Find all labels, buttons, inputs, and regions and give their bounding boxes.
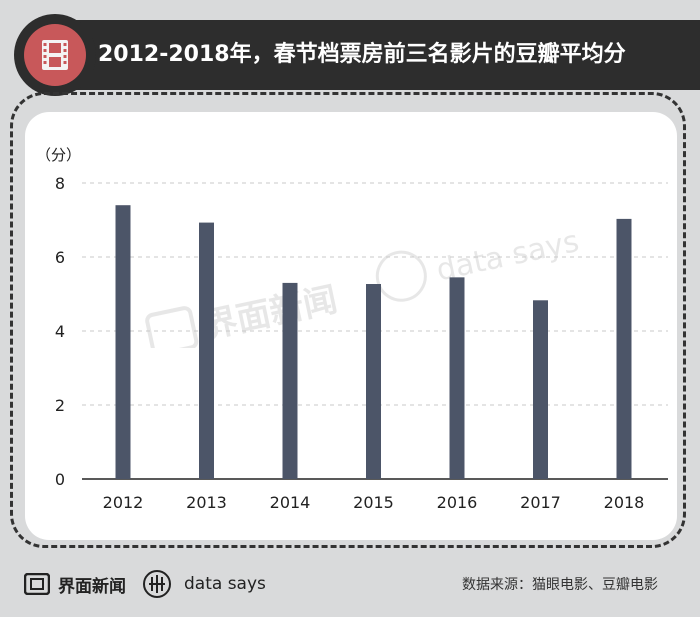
- y-tick-label: 6: [55, 248, 65, 267]
- bar-2012: [115, 205, 131, 479]
- bar-2018: [616, 218, 632, 479]
- x-tick-label: 2012: [103, 493, 144, 512]
- footer-tag: data says: [184, 574, 266, 594]
- data-source: 数据来源：猫眼电影、豆瓣电影: [462, 577, 658, 593]
- watermark-tag-icon: [375, 250, 427, 302]
- y-tick-label: 2: [55, 396, 65, 415]
- x-tick-label: 2014: [270, 493, 311, 512]
- jiemian-logo-icon: [24, 573, 50, 595]
- y-tick-label: 4: [55, 322, 65, 341]
- x-tick-label: 2017: [520, 493, 561, 512]
- watermark-logo-icon: [145, 306, 199, 348]
- y-tick-label: 0: [55, 470, 65, 489]
- chart-title: 2012-2018年，春节档票房前三名影片的豆瓣平均分: [98, 42, 626, 67]
- x-tick-label: 2013: [186, 493, 227, 512]
- film-strip-icon: [42, 40, 68, 70]
- bar-2016: [449, 277, 465, 479]
- dashed-frame: [10, 92, 686, 548]
- bar-2017: [533, 300, 548, 479]
- bar-2013: [199, 222, 214, 479]
- y-tick-label: 8: [55, 174, 65, 193]
- header-bar: [42, 20, 700, 90]
- watermark: 界面新闻 data says: [145, 228, 582, 348]
- footer-brand: 界面新闻: [58, 576, 126, 597]
- bar-2015: [366, 284, 381, 479]
- y-axis-label: （分）: [36, 146, 81, 164]
- x-tick-label: 2016: [437, 493, 478, 512]
- data-says-logo-icon: [143, 570, 171, 598]
- footer-brand-group: 界面新闻 data says: [24, 568, 266, 600]
- x-tick-label: 2018: [604, 493, 645, 512]
- bar-2014: [282, 282, 298, 479]
- x-tick-label: 2015: [353, 493, 394, 512]
